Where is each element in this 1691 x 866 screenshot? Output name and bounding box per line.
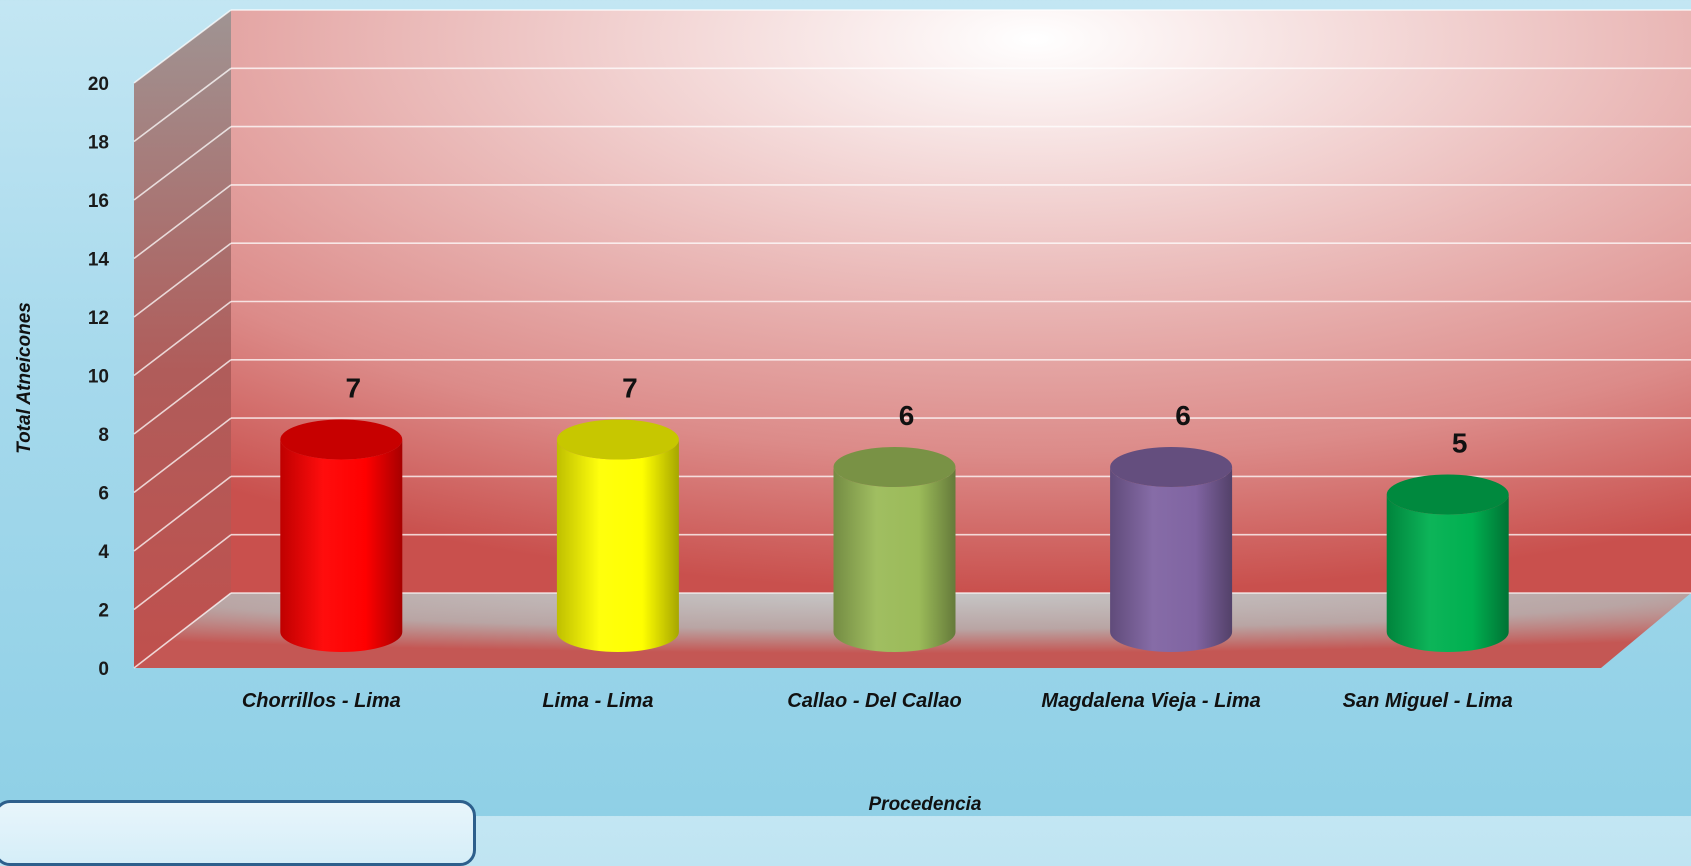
bar-body	[833, 467, 956, 652]
bar-body	[280, 439, 403, 652]
y-tick-label: 10	[88, 367, 109, 388]
gridline-side	[133, 417, 232, 494]
y-tick-label: 0	[98, 659, 109, 680]
bars	[280, 419, 1509, 652]
bar-top	[833, 447, 956, 488]
gridline-side	[133, 534, 232, 611]
chart: 0 2 4 6 8 10 12 14 16 18 20 7 7 6 6 5 Chorrillos - Lim…	[14, 9, 1691, 815]
gridline-side	[133, 184, 232, 260]
gridline-side	[133, 300, 232, 377]
y-tick-label: 4	[98, 542, 109, 563]
data-labels: 7 7 6 6 5	[346, 373, 1468, 459]
bar	[833, 447, 956, 652]
corner-panel	[0, 800, 476, 866]
gridlines	[133, 9, 1691, 669]
bar	[280, 419, 403, 652]
bar-body	[556, 439, 679, 652]
x-tick-label: Magdalena Vieja - Lima	[1041, 690, 1260, 712]
data-label: 5	[1452, 428, 1468, 459]
gridline-side	[133, 9, 232, 84]
gridline-side	[133, 592, 232, 669]
y-tick-label: 18	[88, 133, 109, 154]
data-label: 7	[622, 373, 638, 404]
y-tick-label: 14	[88, 250, 110, 271]
gridline-side	[133, 67, 232, 143]
bar	[556, 419, 679, 652]
x-axis-title: Procedencia	[869, 794, 982, 815]
y-tick-label: 6	[98, 484, 109, 505]
y-tick-label: 20	[88, 74, 109, 95]
y-axis-title: Total Atneicones	[14, 302, 35, 454]
category-labels: Chorrillos - Lima Lima - Lima Callao - Del…	[242, 690, 1513, 712]
bar-body	[1386, 494, 1509, 652]
data-label: 6	[899, 400, 915, 431]
y-tick-label: 2	[98, 601, 109, 622]
data-label: 6	[1175, 400, 1191, 431]
x-tick-label: Lima - Lima	[542, 690, 653, 712]
bar-body	[1110, 467, 1233, 652]
bar-top	[1386, 474, 1509, 515]
y-axis-ticks: 0 2 4 6 8 10 12 14 16 18 20	[88, 74, 110, 680]
x-tick-label: Chorrillos - Lima	[242, 690, 401, 712]
bar-top	[556, 419, 679, 460]
y-tick-label: 8	[98, 425, 109, 446]
gridline-side	[133, 359, 232, 435]
bar	[1110, 447, 1233, 652]
x-tick-label: Callao - Del Callao	[787, 690, 962, 712]
bar-top	[1110, 447, 1233, 488]
y-tick-label: 12	[88, 308, 109, 329]
data-label: 7	[346, 373, 362, 404]
bar	[1386, 474, 1509, 652]
gridline-side	[133, 475, 232, 552]
gridline-side	[133, 125, 232, 201]
gridline-side	[133, 242, 232, 318]
bar-top	[280, 419, 403, 460]
y-tick-label: 16	[88, 191, 109, 212]
x-tick-label: San Miguel - Lima	[1343, 690, 1513, 712]
